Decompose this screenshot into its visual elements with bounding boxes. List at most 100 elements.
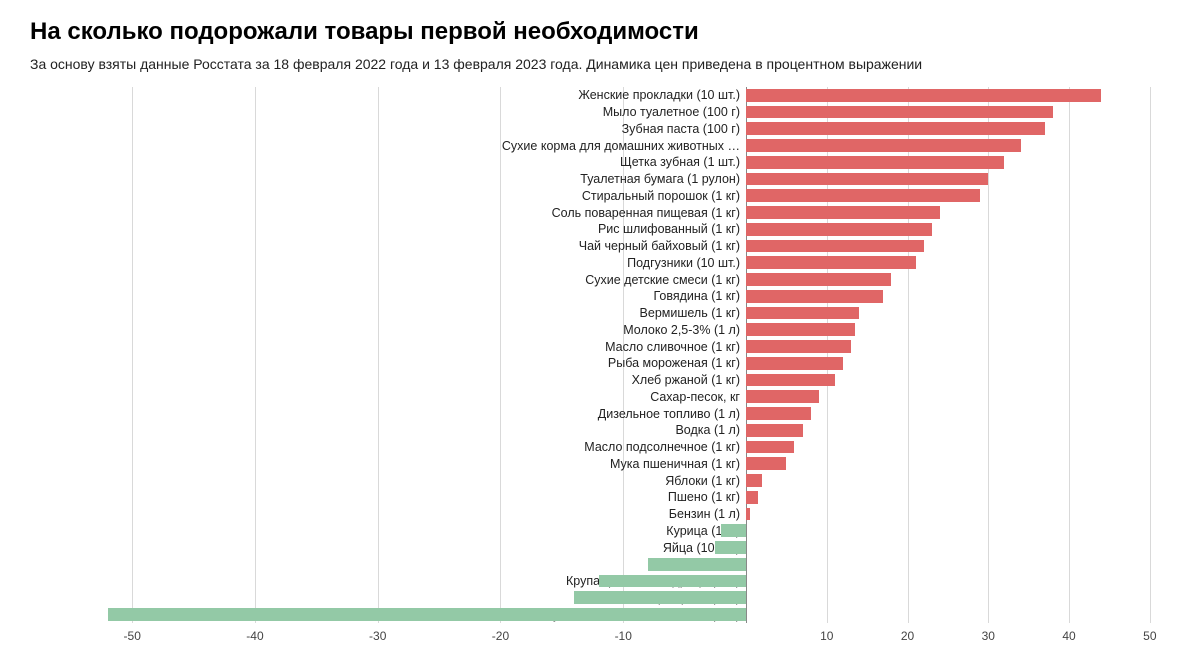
bar bbox=[746, 206, 940, 219]
x-tick-label: 50 bbox=[1143, 629, 1156, 643]
data-row: Вермишель (1 кг) bbox=[30, 305, 1170, 322]
data-row: Мука пшеничная (1 кг) bbox=[30, 455, 1170, 472]
data-row: Туалетная бумага (1 рулон) bbox=[30, 171, 1170, 188]
price-change-chart: Женские прокладки (10 шт.)Мыло туалетное… bbox=[30, 87, 1170, 647]
category-label: Подгузники (10 шт.) bbox=[24, 257, 746, 270]
data-row: Яблоки (1 кг) bbox=[30, 472, 1170, 489]
category-label: Морковь (1 кг) bbox=[24, 558, 746, 571]
data-row: Дизельное топливо (1 л) bbox=[30, 405, 1170, 422]
bar bbox=[746, 357, 843, 370]
data-row: Рыба мороженая (1 кг) bbox=[30, 355, 1170, 372]
data-row: Рис шлифованный (1 кг) bbox=[30, 221, 1170, 238]
category-label: Масло сливочное (1 кг) bbox=[24, 340, 746, 353]
bar bbox=[746, 189, 980, 202]
category-label: Масло подсолнечное (1 кг) bbox=[24, 441, 746, 454]
data-row: Женские прокладки (10 шт.) bbox=[30, 87, 1170, 104]
category-label: Вермишель (1 кг) bbox=[24, 307, 746, 320]
data-row: Масло сливочное (1 кг) bbox=[30, 338, 1170, 355]
x-tick-label: 10 bbox=[820, 629, 833, 643]
x-tick-label: 20 bbox=[901, 629, 914, 643]
data-row: Хлеб ржаной (1 кг) bbox=[30, 372, 1170, 389]
data-row: Молоко 2,5-3% (1 л) bbox=[30, 321, 1170, 338]
x-tick-label: -50 bbox=[124, 629, 141, 643]
bar bbox=[746, 323, 855, 336]
bar bbox=[746, 390, 819, 403]
bar bbox=[746, 122, 1045, 135]
chart-subtitle: За основу взяты данные Росстата за 18 фе… bbox=[30, 55, 1170, 73]
data-row: Морковь (1 кг) bbox=[30, 556, 1170, 573]
data-row: Сухие детские смеси (1 кг) bbox=[30, 271, 1170, 288]
bar bbox=[746, 273, 891, 286]
data-row: Масло подсолнечное (1 кг) bbox=[30, 439, 1170, 456]
category-label: Туалетная бумага (1 рулон) bbox=[24, 173, 746, 186]
bar bbox=[746, 256, 916, 269]
category-label: Сухие детские смеси (1 кг) bbox=[24, 273, 746, 286]
bar bbox=[746, 223, 932, 236]
bar bbox=[746, 307, 859, 320]
data-row: Мыло туалетное (100 г) bbox=[30, 104, 1170, 121]
data-row: Курица (1 кг) bbox=[30, 522, 1170, 539]
bar bbox=[746, 139, 1021, 152]
x-tick-label: 40 bbox=[1062, 629, 1075, 643]
category-label: Мыло туалетное (100 г) bbox=[24, 106, 746, 119]
category-label: Курица (1 кг) bbox=[24, 525, 746, 538]
bar bbox=[574, 591, 746, 604]
x-tick-label: -20 bbox=[492, 629, 509, 643]
category-label: Пшено (1 кг) bbox=[24, 491, 746, 504]
x-tick-label: -10 bbox=[615, 629, 632, 643]
category-label: Соль поваренная пищевая (1 кг) bbox=[24, 206, 746, 219]
category-label: Чай черный байховый (1 кг) bbox=[24, 240, 746, 253]
category-label: Рис шлифованный (1 кг) bbox=[24, 223, 746, 236]
data-row: Картофель (1 кг) bbox=[30, 589, 1170, 606]
category-label: Сухие корма для домашних животных … bbox=[24, 139, 746, 152]
category-label: Женские прокладки (10 шт.) bbox=[24, 89, 746, 102]
bar bbox=[746, 290, 883, 303]
category-label: Молоко 2,5-3% (1 л) bbox=[24, 324, 746, 337]
x-tick-label: -30 bbox=[369, 629, 386, 643]
category-label: Яйца (10 шт.) bbox=[24, 541, 746, 554]
category-label: Яблоки (1 кг) bbox=[24, 474, 746, 487]
chart-title: На сколько подорожали товары первой необ… bbox=[30, 18, 1170, 47]
x-tick-label: 30 bbox=[982, 629, 995, 643]
bar bbox=[746, 340, 851, 353]
category-label: Дизельное топливо (1 л) bbox=[24, 407, 746, 420]
bar bbox=[721, 524, 746, 537]
bar bbox=[746, 240, 924, 253]
bar bbox=[746, 508, 750, 521]
bar bbox=[715, 541, 746, 554]
category-label: Стиральный порошок (1 кг) bbox=[24, 190, 746, 203]
x-axis: -50 -40 -30 -20 -10 10 20 30 40 50 bbox=[30, 627, 1170, 647]
data-row: Подгузники (10 шт.) bbox=[30, 254, 1170, 271]
data-row: Говядина (1 кг) bbox=[30, 288, 1170, 305]
bar bbox=[648, 558, 746, 571]
data-row: Яйца (10 шт.) bbox=[30, 539, 1170, 556]
data-row: Зубная паста (100 г) bbox=[30, 120, 1170, 137]
category-label: Бензин (1 л) bbox=[24, 508, 746, 521]
data-row: Сахар-песок, кг bbox=[30, 388, 1170, 405]
bar bbox=[746, 106, 1053, 119]
category-label: Рыба мороженая (1 кг) bbox=[24, 357, 746, 370]
data-row: Бензин (1 л) bbox=[30, 506, 1170, 523]
data-row: Сухие корма для домашних животных … bbox=[30, 137, 1170, 154]
data-row: Крупа гречневая ядрица (1 кг) bbox=[30, 573, 1170, 590]
bar bbox=[746, 424, 803, 437]
plot-area: Женские прокладки (10 шт.)Мыло туалетное… bbox=[30, 87, 1170, 623]
page: На сколько подорожали товары первой необ… bbox=[0, 0, 1200, 671]
data-row: Соль поваренная пищевая (1 кг) bbox=[30, 204, 1170, 221]
data-row: Стиральный порошок (1 кг) bbox=[30, 187, 1170, 204]
data-row: Щетка зубная (1 шт.) bbox=[30, 154, 1170, 171]
x-tick-label: -40 bbox=[246, 629, 263, 643]
bar bbox=[746, 474, 762, 487]
data-row: Чай черный байховый (1 кг) bbox=[30, 238, 1170, 255]
category-label: Мука пшеничная (1 кг) bbox=[24, 458, 746, 471]
data-row: Пшено (1 кг) bbox=[30, 489, 1170, 506]
category-label: Водка (1 л) bbox=[24, 424, 746, 437]
bar bbox=[746, 407, 811, 420]
category-label: Сахар-песок, кг bbox=[24, 391, 746, 404]
bar bbox=[108, 608, 746, 621]
category-label: Зубная паста (100 г) bbox=[24, 123, 746, 136]
bar bbox=[746, 491, 758, 504]
bar bbox=[746, 156, 1004, 169]
bar bbox=[599, 575, 746, 588]
bar bbox=[746, 441, 794, 454]
